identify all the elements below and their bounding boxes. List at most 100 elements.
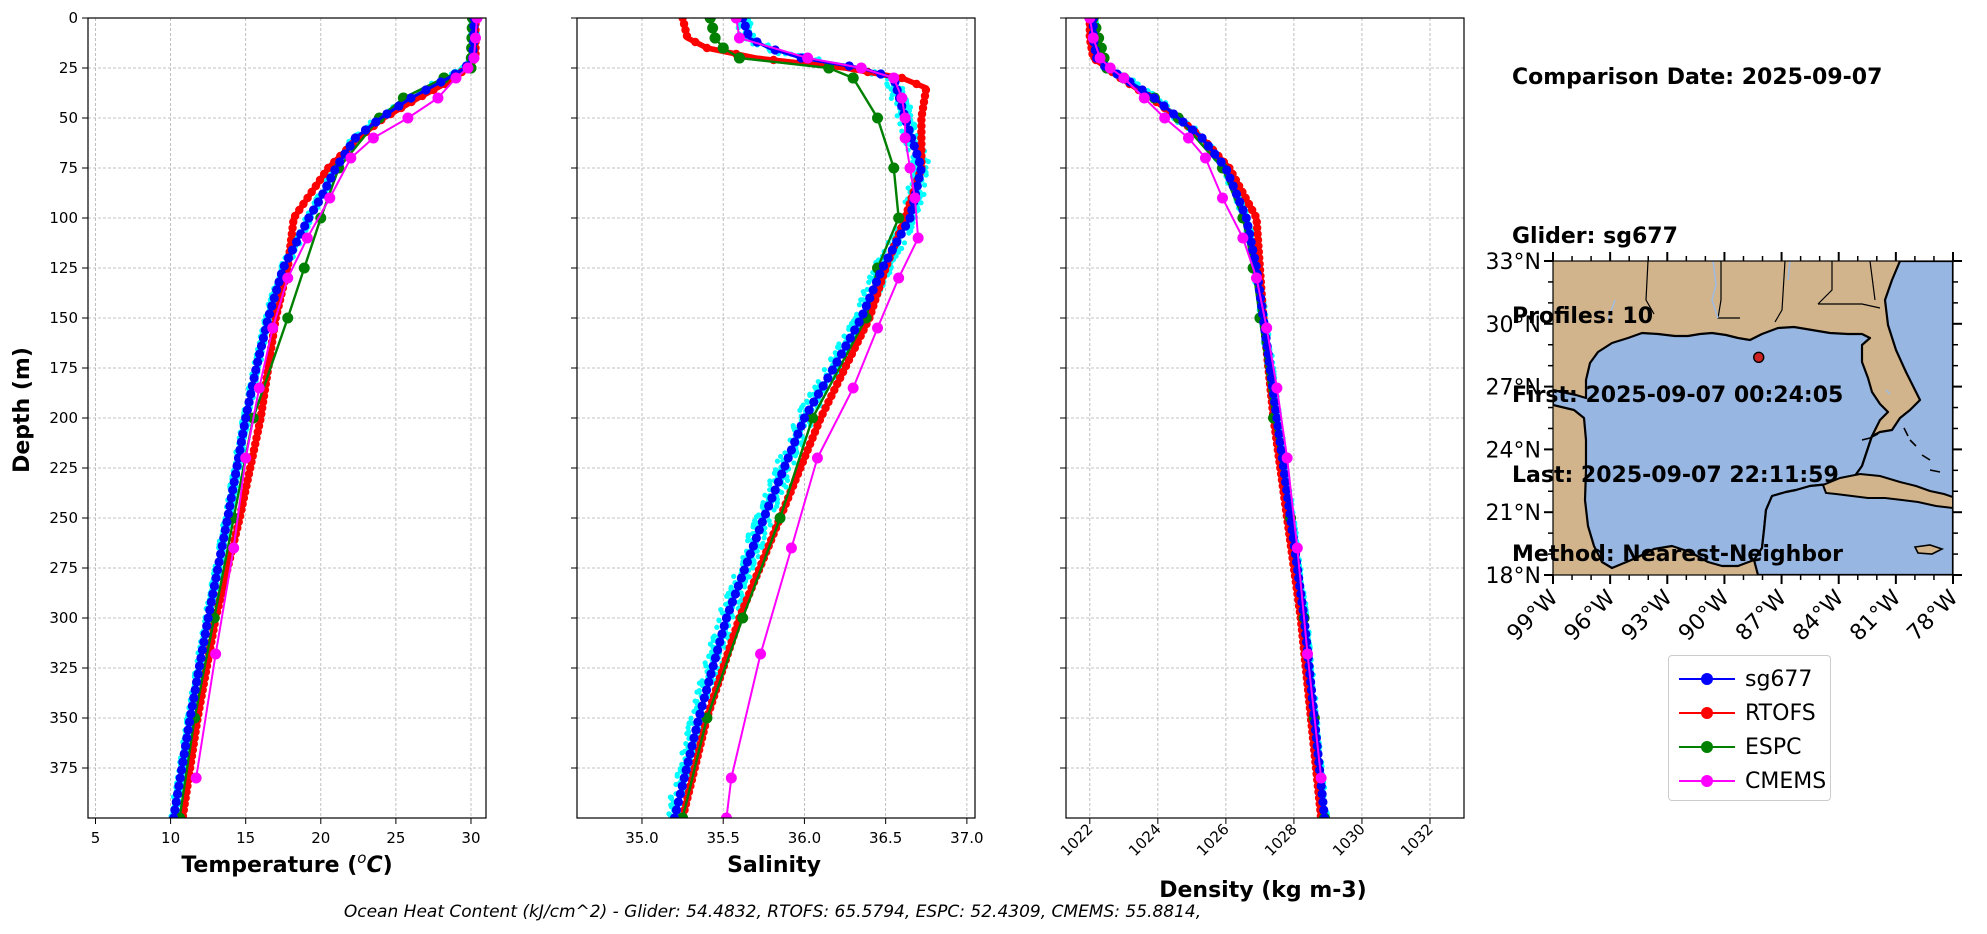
series-point-sg677 (274, 277, 284, 287)
series-point-cmems (888, 72, 900, 84)
plot-area (168, 18, 483, 818)
series-point-sg677 (279, 261, 289, 271)
series-point-cmems (730, 18, 742, 24)
series-point-sg677 (695, 709, 705, 719)
series-point-espc (823, 62, 835, 74)
series-point-rtofs (315, 175, 325, 185)
x-tick-label: 1026 (1193, 820, 1233, 860)
salinity-xlabel: Salinity (727, 853, 821, 878)
legend-label: sg677 (1745, 666, 1813, 692)
x-tick-label: 1030 (1329, 820, 1369, 860)
series-point-sg677 (786, 445, 797, 455)
series-point-sg677 (313, 197, 323, 207)
legend-swatch (1679, 705, 1735, 721)
glider-raw-point (739, 593, 745, 599)
series-point-sg677 (730, 589, 741, 599)
legend-item-cmems: CMEMS (1669, 764, 1830, 798)
florida-keys (1861, 433, 1879, 441)
info-box: Comparison Date: 2025-09-07 Glider: sg67… (1512, 12, 1882, 595)
series-point-sg677 (823, 373, 833, 383)
series-point-sg677 (689, 733, 699, 743)
glider-raw-point (807, 391, 813, 397)
x-tick-label: 37.0 (950, 829, 983, 847)
glider-raw-point (710, 637, 717, 644)
series-point-sg677 (691, 725, 701, 735)
series-point-rtofs (311, 181, 321, 191)
y-tick-label: 0 (68, 9, 78, 27)
series-point-sg677 (907, 205, 917, 215)
series-point-sg677 (742, 557, 752, 567)
glider-raw-point (921, 191, 927, 197)
glider-raw-point (741, 584, 748, 590)
series-point-sg677 (743, 29, 753, 39)
glider-raw-point (885, 83, 891, 89)
glider-raw-point (797, 407, 803, 413)
series-point-rtofs (1252, 223, 1262, 233)
y-tick-label: 250 (49, 509, 78, 527)
series-point-sg677 (205, 605, 215, 615)
series-point-sg677 (187, 701, 197, 711)
map-frame (1552, 260, 1954, 576)
series-point-sg677 (209, 581, 219, 591)
series-point-sg677 (799, 413, 810, 423)
legend: sg677 RTOFS ESPC CMEMS (1668, 655, 1831, 801)
series-point-sg677 (184, 717, 195, 727)
series-point-sg677 (189, 693, 199, 703)
series-point-sg677 (406, 93, 416, 103)
series-point-sg677 (194, 661, 205, 671)
series-point-espc (847, 72, 859, 84)
legend-label: ESPC (1745, 734, 1802, 760)
series-point-sg677 (229, 477, 239, 487)
cuba (1821, 472, 1953, 510)
series-point-sg677 (1284, 501, 1294, 511)
glider-raw-point (815, 378, 821, 385)
series-point-sg677 (1238, 205, 1248, 215)
series-point-sg677 (360, 125, 371, 135)
series-point-sg677 (912, 149, 922, 159)
glider-raw-point (846, 326, 852, 332)
series-point-sg677 (1272, 413, 1282, 423)
series-point-sg677 (345, 141, 355, 151)
glider-raw-point (921, 182, 928, 188)
glider-raw-point (888, 86, 894, 92)
series-point-sg677 (197, 645, 207, 655)
series-point-sg677 (212, 565, 223, 575)
series-point-sg677 (246, 389, 256, 399)
series-point-sg677 (200, 629, 210, 639)
series-point-sg677 (710, 653, 721, 663)
series-point-cmems (855, 62, 867, 74)
series-point-sg677 (916, 165, 926, 175)
series-point-rtofs (682, 31, 692, 41)
series-line-espc (681, 18, 900, 818)
series-point-cmems (1182, 132, 1194, 144)
series-point-sg677 (236, 437, 246, 447)
series-point-cmems (282, 272, 294, 284)
ohc-text: Ocean Heat Content (kJ/cm^2) - Glider: 5… (343, 902, 1202, 922)
series-point-sg677 (1231, 189, 1242, 199)
series-point-sg677 (202, 621, 212, 631)
series-point-sg677 (1222, 165, 1232, 175)
series-point-sg677 (193, 669, 203, 679)
series-point-sg677 (214, 557, 224, 567)
series-point-cmems (367, 132, 379, 144)
series-point-sg677 (804, 405, 814, 415)
series-point-sg677 (1241, 213, 1251, 223)
series-point-sg677 (818, 381, 828, 391)
series-point-sg677 (1187, 125, 1198, 135)
series-point-sg677 (878, 261, 889, 271)
profile-count: Profiles: 10 (1512, 303, 1654, 329)
series-point-sg677 (809, 397, 819, 407)
series-point-cmems (469, 32, 481, 44)
series-point-cmems (802, 52, 814, 64)
series-point-sg677 (175, 773, 185, 783)
series-point-cmems (1281, 452, 1293, 464)
series-point-sg677 (892, 237, 902, 247)
series-point-cmems (468, 52, 480, 64)
rivers (1607, 261, 1891, 395)
series-line-cmems (1088, 18, 1323, 779)
x-tick-label: 5 (91, 829, 101, 847)
series-point-sg677 (171, 797, 181, 807)
series-point-sg677 (736, 573, 746, 583)
series-point-sg677 (1216, 157, 1226, 167)
series-point-sg677 (172, 789, 183, 799)
